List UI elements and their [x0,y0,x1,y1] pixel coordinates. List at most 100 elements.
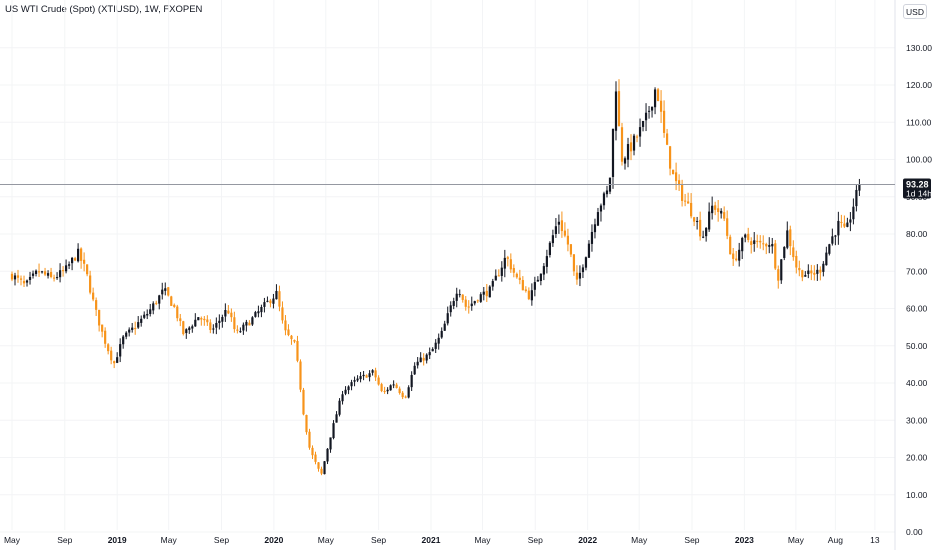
candle-body [269,300,272,304]
candle [89,270,92,295]
y-tick-label: 110.00 [906,117,932,127]
candle [662,100,666,138]
candle [590,224,594,252]
candle-body [840,221,843,223]
candle-body [329,437,332,450]
candle [759,235,762,249]
candle [64,259,68,274]
candle-body [533,282,536,290]
candle [693,216,696,227]
candle [227,305,230,315]
currency-unit-button[interactable]: USD [903,4,927,19]
candle [485,283,488,302]
candle-body [855,189,858,207]
candle [581,264,585,279]
candle-body [614,91,618,131]
candle [473,300,476,306]
candle [272,293,275,309]
candle [584,256,588,271]
candle [533,276,536,297]
candle [443,320,446,331]
candle-body [626,144,630,160]
candle-body [810,270,813,274]
candle [365,374,368,378]
candle [131,322,134,333]
y-tick-label: 130.00 [906,43,932,53]
candle [314,451,317,465]
candle [828,243,831,256]
candle [10,271,14,282]
candle-body [687,201,690,204]
candle [753,232,756,252]
candle-body [188,327,191,331]
candle [617,79,621,127]
candle [299,359,302,393]
candle [852,198,855,225]
candle [43,267,47,277]
candle [332,420,335,440]
candle-body [113,361,116,364]
candle [536,276,539,282]
candle-body [158,295,161,304]
candle-body [125,332,128,337]
candle [143,311,146,320]
candle-body [455,293,458,301]
candle-body [668,146,672,169]
candle-body [693,217,696,222]
candle [251,316,254,326]
candle-body [245,321,248,326]
candle-body [22,280,26,284]
candle-body [308,431,311,448]
candle [482,286,485,301]
candle-body [602,193,606,206]
candle [647,106,651,119]
candle [308,428,311,450]
candle [284,315,287,336]
candle [119,338,122,363]
candle-body [711,205,714,214]
candle [77,243,80,263]
candle-body [449,305,452,313]
candle [278,285,281,312]
candle [356,375,359,383]
candle [137,316,140,329]
price-scale[interactable]: 0.00 10.00 20.00 30.00 40.00 50.00 60.00 70.00 8… [906,43,932,537]
candle-body [197,317,200,321]
candle [461,294,464,303]
candle [149,303,152,317]
candle [542,263,545,281]
candle-body [146,313,149,316]
candle-body [326,448,329,462]
candle-body [173,304,176,307]
candle-body [801,270,804,278]
candle [218,314,221,330]
candle [245,319,248,332]
candle [822,261,825,277]
candle [789,225,792,256]
candle [837,211,840,245]
candle-body [55,277,59,279]
x-tick-label: 2021 [422,535,441,545]
candle [849,212,852,232]
time-scale[interactable]: May Sep 2019 May Sep 2020 May Sep 2021 May Sep 2022… [4,535,880,545]
candle [798,260,801,277]
candle-body [518,277,521,280]
candle [425,353,428,364]
candle-body [374,370,377,378]
candle [768,237,771,254]
candle-body [479,294,482,302]
candle [92,287,95,302]
candle-body [774,243,777,269]
x-tick-label: 2022 [578,535,597,545]
candle [161,282,164,300]
candle-body [599,205,603,212]
candle-body [786,230,789,248]
candle-body [497,275,500,277]
candle [518,269,521,285]
candle-body [653,89,657,108]
candle-body [647,110,651,112]
candle-body [67,264,71,266]
candle [83,252,86,272]
candle-body [224,309,227,317]
